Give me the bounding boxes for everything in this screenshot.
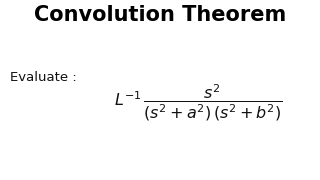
Text: Evaluate :: Evaluate : xyxy=(10,71,76,84)
Text: $\mathit{L}^{-1}\,\dfrac{s^2}{(s^2+a^2)\,(s^2+b^2)}$: $\mathit{L}^{-1}\,\dfrac{s^2}{(s^2+a^2)\… xyxy=(114,82,283,123)
Text: Convolution Theorem: Convolution Theorem xyxy=(34,5,286,25)
